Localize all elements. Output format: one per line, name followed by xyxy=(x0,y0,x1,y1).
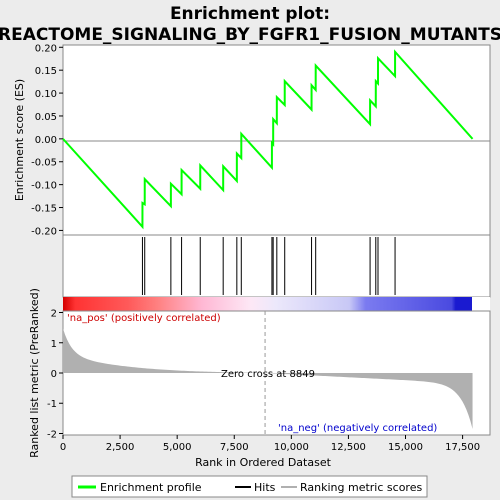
chart-title: Enrichment plot: xyxy=(170,4,330,24)
pos-correlated-label: 'na_pos' (positively correlated) xyxy=(67,313,221,324)
metric-y-tick-label: -2 xyxy=(47,429,57,440)
metric-y-tick-label: 2 xyxy=(51,309,57,320)
es-y-tick-label: 0.10 xyxy=(35,89,57,100)
es-y-tick-label: 0.20 xyxy=(35,43,57,54)
hits-panel xyxy=(62,234,491,298)
metric-y-tick-label: 0 xyxy=(51,369,57,380)
legend-hits-label: Hits xyxy=(254,481,276,494)
metric-y-tick-label: 1 xyxy=(51,339,57,350)
x-tick-label: 0 xyxy=(60,442,66,453)
x-tick-label: 7,500 xyxy=(220,442,249,453)
x-tick-label: 15,000 xyxy=(388,442,423,453)
chart-subtitle: REACTOME_SIGNALING_BY_FGFR1_FUSION_MUTAN… xyxy=(0,25,500,45)
ranking-color-bar xyxy=(63,297,472,311)
metric-y-axis-label: Ranked list metric (PreRanked) xyxy=(28,288,41,458)
metric-y-tick-label: -1 xyxy=(47,399,57,410)
es-y-tick-label: -0.15 xyxy=(31,204,57,215)
neg-correlated-label: 'na_neg' (negatively correlated) xyxy=(278,423,437,434)
zero-cross-label: Zero cross at 8849 xyxy=(221,369,315,380)
es-y-tick-label: 0.00 xyxy=(35,135,57,146)
es-panel-frame xyxy=(62,44,491,236)
es-panel: -0.20 -0.15 -0.10 -0.05 0.00 0.05 0.10 0.15 0.20 xyxy=(31,43,491,237)
es-y-tick-label: 0.15 xyxy=(35,66,57,77)
x-tick-label: 2,500 xyxy=(106,442,135,453)
enrichment-profile-line xyxy=(62,49,474,230)
x-tick-label: 10,000 xyxy=(274,442,309,453)
x-axis: 0 2,500 5,000 7,500 10,000 12,500 15,000 17,500 xyxy=(60,435,480,453)
metric-panel: -2 -1 0 1 2 'na_pos' (positively correlated)… xyxy=(47,309,491,440)
ranking-metric-area xyxy=(63,328,473,429)
es-y-tick-label: -0.10 xyxy=(31,181,57,192)
x-tick-label: 5,000 xyxy=(163,442,192,453)
hits-markers xyxy=(141,237,396,295)
x-axis-label: Rank in Ordered Dataset xyxy=(195,456,332,469)
es-y-tick-label: 0.05 xyxy=(35,112,57,123)
x-tick-label: 17,500 xyxy=(445,442,480,453)
legend-enrichment-label: Enrichment profile xyxy=(100,481,202,494)
es-y-tick-label: -0.05 xyxy=(31,158,57,169)
es-y-tick-label: -0.20 xyxy=(31,226,57,237)
legend: Enrichment profile Hits Ranking metric s… xyxy=(71,475,428,498)
es-y-axis-label: Enrichment score (ES) xyxy=(13,79,26,201)
x-tick-label: 12,500 xyxy=(331,442,366,453)
es-y-axis: -0.20 -0.15 -0.10 -0.05 0.00 0.05 0.10 0.15 0.20 xyxy=(31,43,63,237)
color-bar-tail xyxy=(472,297,490,311)
legend-metric-label: Ranking metric scores xyxy=(300,481,422,494)
metric-y-axis: -2 -1 0 1 2 xyxy=(47,309,63,440)
